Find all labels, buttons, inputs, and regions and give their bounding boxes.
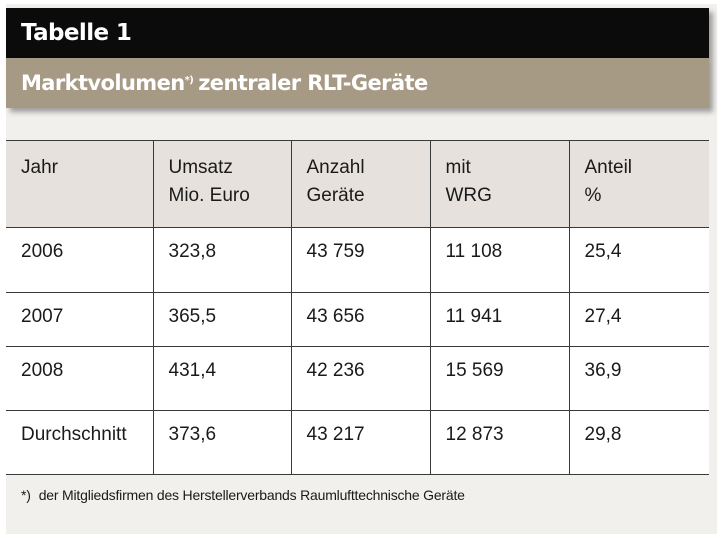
table-title: Tabelle 1 [21, 20, 132, 46]
header-mit-wrg: mit WRG [429, 140, 569, 228]
footnote: *) der Mitgliedsfirmen des Herstellerverb… [21, 487, 465, 503]
cell-jahr: Durchschnitt [21, 424, 127, 445]
header-anzahl: Anzahl Geräte [290, 140, 430, 228]
cell-umsatz: 373,6 [152, 410, 291, 475]
subtitle-main: Marktvolumen [21, 71, 185, 95]
footnote-text: der Mitgliedsfirmen des Herstellerverban… [38, 487, 465, 503]
cell-anzahl: 42 236 [290, 346, 430, 411]
table-row: 2008 431,4 42 236 15 569 36,9 [6, 346, 709, 411]
header-jahr: Jahr [21, 157, 58, 178]
table-subtitle-bar: Marktvolumen *) zentraler RLT-Geräte [6, 58, 709, 108]
cell-mit-wrg: 15 569 [429, 346, 569, 411]
cell-jahr: 2006 [21, 241, 64, 262]
table-row: 2006 323,8 43 759 11 108 25,4 [6, 227, 709, 293]
subtitle-rest: zentraler RLT-Geräte [198, 71, 428, 95]
market-volume-table: Jahr Umsatz Mio. Euro Anzahl Geräte mit WRG… [6, 140, 709, 475]
cell-anzahl: 43 217 [290, 410, 430, 475]
table-header-row: Jahr Umsatz Mio. Euro Anzahl Geräte mit WRG… [6, 140, 709, 228]
cell-mit-wrg: 12 873 [429, 410, 569, 475]
footnote-mark: *) [21, 487, 31, 503]
cell-umsatz: 323,8 [152, 227, 291, 293]
cell-mit-wrg: 11 108 [429, 227, 569, 293]
cell-jahr: 2007 [21, 306, 64, 327]
cell-anteil: 27,4 [568, 292, 709, 347]
cell-anteil: 36,9 [568, 346, 709, 411]
cell-umsatz: 431,4 [152, 346, 291, 411]
table-title-bar: Tabelle 1 [6, 8, 709, 58]
cell-anteil: 29,8 [568, 410, 709, 475]
cell-anteil: 25,4 [568, 227, 709, 293]
header-umsatz: Umsatz Mio. Euro [152, 140, 291, 228]
cell-jahr: 2008 [21, 360, 64, 381]
cell-mit-wrg: 11 941 [429, 292, 569, 347]
cell-anzahl: 43 759 [290, 227, 430, 293]
footnote-reference: *) [184, 74, 194, 86]
table-row: 2007 365,5 43 656 11 941 27,4 [6, 292, 709, 347]
cell-umsatz: 365,5 [152, 292, 291, 347]
header-anteil: Anteil% [568, 140, 709, 228]
cell-anzahl: 43 656 [290, 292, 430, 347]
table-row: Durchschnitt 373,6 43 217 12 873 29,8 [6, 410, 709, 475]
